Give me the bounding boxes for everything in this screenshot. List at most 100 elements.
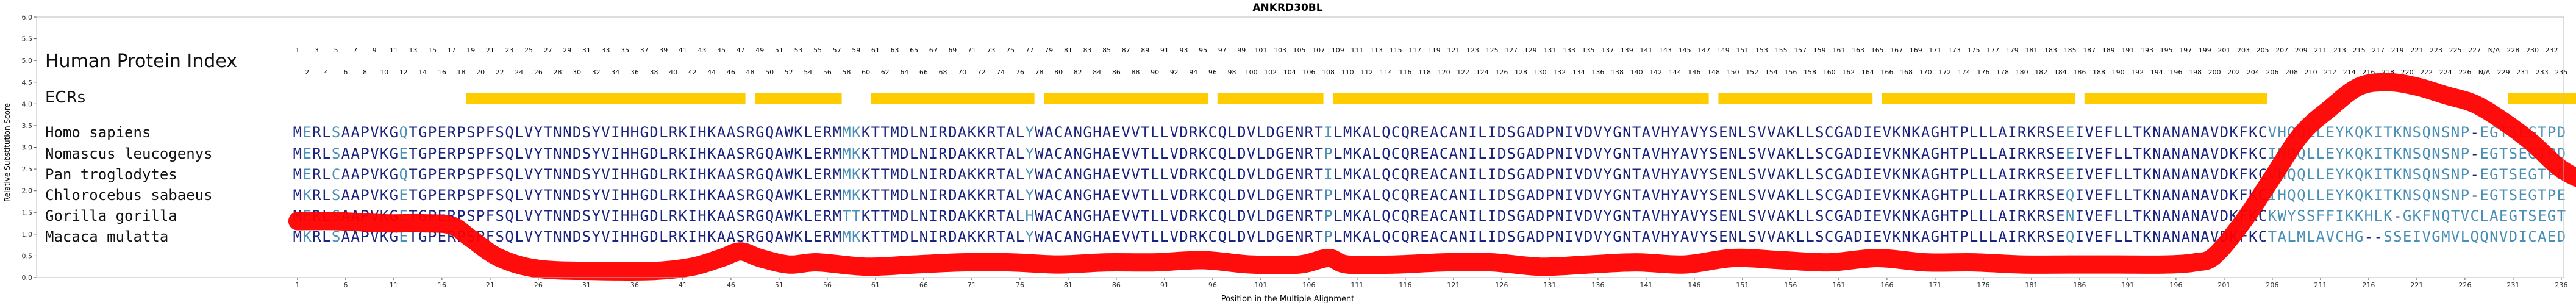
residue: Y	[591, 124, 601, 141]
residue: Q	[1382, 187, 1390, 204]
residue: A	[1680, 228, 1689, 245]
index-number-top: 133	[1563, 46, 1575, 54]
index-number-top: 37	[640, 46, 649, 54]
residue: L	[1478, 145, 1486, 162]
residue: G	[1613, 187, 1621, 204]
residue: K	[1199, 228, 1208, 245]
residue: N	[2172, 145, 2180, 162]
residue: T	[996, 207, 1005, 224]
residue: H	[630, 145, 639, 162]
residue: T	[1632, 145, 1641, 162]
residue: L	[2114, 187, 2122, 204]
residue: I	[611, 124, 619, 141]
residue: E	[1420, 187, 1429, 204]
residue: R	[1189, 207, 1198, 224]
residue: L	[2316, 145, 2325, 162]
residue: N	[563, 145, 571, 162]
residue: P	[2461, 166, 2469, 183]
residue: V	[1121, 166, 1130, 183]
residue: S	[1507, 124, 1515, 141]
residue: Y	[1603, 187, 1612, 204]
index-number-bottom: 194	[2150, 68, 2163, 76]
residue: V	[1594, 187, 1602, 204]
residue: H	[1093, 166, 1101, 183]
residue: Q	[1401, 166, 1410, 183]
residue: K	[679, 207, 688, 224]
residue: A	[351, 228, 360, 245]
residue: N	[1458, 124, 1467, 141]
residue: Y	[1671, 166, 1680, 183]
residue: Q	[505, 124, 513, 141]
residue: N	[1622, 207, 1631, 224]
residue: K	[707, 187, 716, 204]
residue: D	[2220, 187, 2228, 204]
residue: N	[563, 166, 571, 183]
index-row-label: Human Protein Index	[45, 51, 237, 72]
residue: L	[1738, 207, 1747, 224]
residue: E	[1112, 228, 1121, 245]
residue: C	[1825, 207, 1833, 224]
residue: G	[755, 207, 764, 224]
residue: A	[775, 228, 784, 245]
residue: A	[1430, 145, 1439, 162]
residue: S	[332, 145, 340, 162]
residue: E	[302, 145, 311, 162]
index-number-top: 127	[1505, 46, 1518, 54]
ecr-bar	[1882, 93, 2075, 104]
residue: K	[2229, 124, 2238, 141]
residue: A	[1044, 207, 1054, 224]
index-number-bottom: 78	[1035, 68, 1044, 76]
residue: E	[399, 145, 407, 162]
residue: Y	[534, 124, 543, 141]
residue: R	[2036, 145, 2046, 162]
residue: S	[466, 207, 475, 224]
residue: Y	[1671, 228, 1680, 245]
residue: S	[736, 124, 744, 141]
index-number-bottom: 118	[1418, 68, 1431, 76]
residue: C	[1440, 145, 1448, 162]
residue: E	[1420, 145, 1429, 162]
residue: L	[659, 207, 668, 224]
index-number-bottom: 58	[843, 68, 851, 76]
residue: V	[2499, 228, 2508, 245]
index-number-top: 232	[2546, 46, 2558, 54]
residue: A	[775, 166, 784, 183]
residue: L	[1151, 187, 1159, 204]
residue: M	[293, 145, 302, 162]
residue: E	[2056, 207, 2064, 224]
index-number-top: 219	[2391, 46, 2404, 54]
residue: P	[1546, 145, 1554, 162]
residue: L	[1478, 166, 1486, 183]
index-number-bottom: N/A	[2478, 68, 2491, 76]
residue: A	[1044, 166, 1054, 183]
residue: A	[341, 145, 351, 162]
index-number-top: 23	[505, 46, 514, 54]
residue: M	[890, 207, 899, 224]
residue: Q	[1382, 145, 1390, 162]
residue: A	[1998, 228, 2007, 245]
residue: V	[1651, 145, 1660, 162]
residue: C	[2528, 228, 2536, 245]
index-number-bottom: 56	[823, 68, 832, 76]
residue: I	[1863, 145, 1872, 162]
residue: D	[1536, 228, 1544, 245]
residue: N	[1555, 207, 1563, 224]
residue: L	[515, 124, 523, 141]
residue: A	[351, 187, 360, 204]
residue: G	[2509, 207, 2517, 224]
index-number-bottom: 76	[1016, 68, 1024, 76]
residue: N	[1073, 145, 1082, 162]
residue: T	[1632, 124, 1641, 141]
index-number-top: 143	[1659, 46, 1672, 54]
residue: Q	[2422, 187, 2430, 204]
residue: W	[1035, 145, 1044, 162]
residue: L	[1988, 228, 1997, 245]
residue: T	[1950, 228, 1958, 245]
residue: H	[621, 207, 629, 224]
x-tick-label: 216	[2362, 281, 2375, 289]
residue: A	[1526, 124, 1535, 141]
residue: K	[2355, 207, 2364, 224]
residue: V	[1131, 145, 1140, 162]
residue: V	[1131, 228, 1140, 245]
residue: S	[1507, 145, 1515, 162]
